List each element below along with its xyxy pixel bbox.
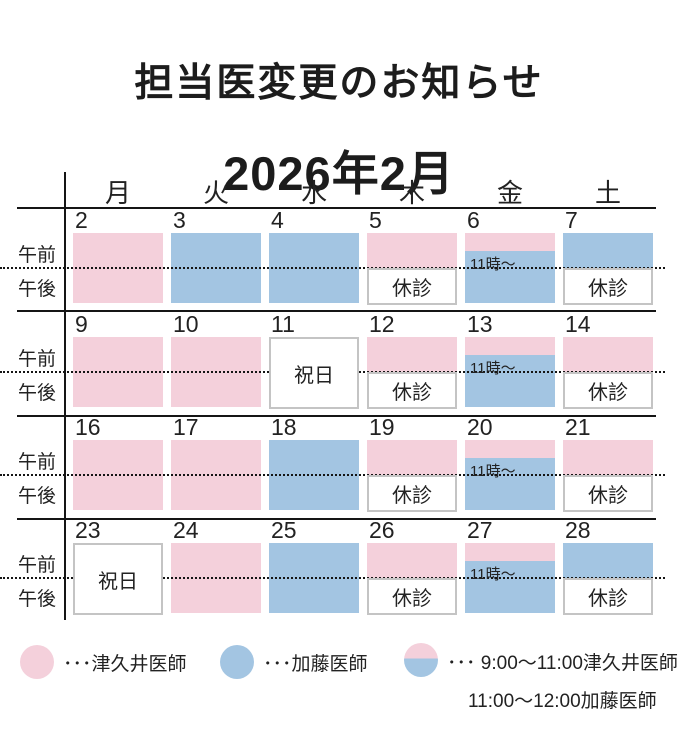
tsukui-color-swatch xyxy=(20,645,54,679)
weekday-header: 火 xyxy=(202,178,229,208)
split-time-label: 11時～ xyxy=(470,360,516,377)
closed-box: 休診 xyxy=(563,475,653,512)
month-title: 2026年2月 xyxy=(223,147,455,200)
morning-block xyxy=(563,440,653,475)
date-number: 3 xyxy=(173,207,186,233)
closed-box: 休診 xyxy=(563,268,653,305)
week-divider-line xyxy=(17,310,656,312)
weekday-header: 木 xyxy=(398,178,425,208)
weekday-header: 土 xyxy=(594,178,621,208)
holiday-box: 祝日 xyxy=(269,337,359,409)
row-label-morning: 午前 xyxy=(17,555,56,576)
date-number: 16 xyxy=(75,414,101,440)
closed-box: 休診 xyxy=(367,268,457,305)
split-color-swatch xyxy=(404,643,438,677)
morning-split-pink-block xyxy=(465,233,555,251)
morning-block xyxy=(367,440,457,475)
row-label-afternoon: 午後 xyxy=(17,279,56,300)
legend-label-tsukui: ･･･津久井医師 xyxy=(63,653,187,675)
split-blue-block xyxy=(465,561,555,613)
closed-box: 休診 xyxy=(367,372,457,409)
weekday-header: 金 xyxy=(496,178,523,208)
row-label-afternoon: 午後 xyxy=(17,589,56,610)
date-number: 20 xyxy=(467,414,493,440)
dotted-separator xyxy=(0,474,665,476)
kato-color-swatch xyxy=(220,645,254,679)
date-number: 6 xyxy=(467,207,480,233)
morning-split-pink-block xyxy=(465,337,555,355)
legend-item-kato: ･･･加藤医師 xyxy=(220,645,368,679)
date-number: 17 xyxy=(173,414,199,440)
split-blue-block xyxy=(465,355,555,407)
row-label-morning: 午前 xyxy=(17,452,56,473)
week-divider-line xyxy=(17,518,656,520)
date-number: 26 xyxy=(369,517,395,543)
split-time-label: 11時～ xyxy=(470,463,516,480)
date-number: 28 xyxy=(565,517,591,543)
date-number: 27 xyxy=(467,517,493,543)
legend-split-line2: 11:00～12:00加藤医師 xyxy=(468,691,657,712)
date-number: 4 xyxy=(271,207,284,233)
split-time-label: 11時～ xyxy=(470,256,516,273)
row-label-morning: 午前 xyxy=(17,245,56,266)
morning-block xyxy=(367,337,457,372)
morning-block xyxy=(563,233,653,268)
closed-box: 休診 xyxy=(367,475,457,512)
date-number: 18 xyxy=(271,414,297,440)
legend-item-tsukui: ･･･津久井医師 xyxy=(20,645,187,679)
date-number: 9 xyxy=(75,311,88,337)
legend-split-line1: ･･･ 9:00～11:00津久井医師 xyxy=(447,653,678,674)
date-number: 7 xyxy=(565,207,578,233)
split-blue-block xyxy=(465,458,555,510)
schedule-calendar: 月火水木金土午前 午後 2 3 4 5 休診 6 11時～ 7 休診 午前 午後 9 10 11 祝日 12 休診 1… xyxy=(0,165,678,635)
date-number: 2 xyxy=(75,207,88,233)
week-divider-line xyxy=(17,207,656,209)
dotted-separator xyxy=(0,577,665,579)
date-number: 21 xyxy=(565,414,591,440)
row-label-afternoon: 午後 xyxy=(17,486,56,507)
date-number: 5 xyxy=(369,207,382,233)
date-number: 11 xyxy=(271,311,295,337)
date-number: 19 xyxy=(369,414,395,440)
date-number: 23 xyxy=(75,517,101,543)
date-number: 24 xyxy=(173,517,199,543)
morning-block xyxy=(367,233,457,268)
morning-block xyxy=(367,543,457,578)
legend-label-kato: ･･･加藤医師 xyxy=(263,653,368,675)
date-number: 12 xyxy=(369,311,395,337)
vertical-axis-line xyxy=(64,172,66,620)
legend-label-split: ･･･ 9:00～11:00津久井医師 11:00～12:00加藤医師 xyxy=(447,643,678,713)
closed-box: 休診 xyxy=(563,372,653,409)
row-label-morning: 午前 xyxy=(17,349,56,370)
date-number: 14 xyxy=(565,311,591,337)
weekday-header: 水 xyxy=(300,178,327,208)
morning-split-pink-block xyxy=(465,440,555,458)
week-divider-line xyxy=(17,415,656,417)
morning-split-pink-block xyxy=(465,543,555,561)
date-number: 10 xyxy=(173,311,199,337)
date-number: 25 xyxy=(271,517,297,543)
split-time-label: 11時～ xyxy=(470,566,516,583)
weekday-header: 月 xyxy=(104,178,131,208)
page-title: 担当医変更のお知らせ xyxy=(134,62,544,106)
morning-block xyxy=(563,337,653,372)
closed-box: 休診 xyxy=(563,578,653,615)
morning-block xyxy=(563,543,653,578)
date-number: 13 xyxy=(467,311,493,337)
legend-item-split: ･･･ 9:00～11:00津久井医師 11:00～12:00加藤医師 xyxy=(404,643,678,713)
split-blue-block xyxy=(465,251,555,303)
row-label-afternoon: 午後 xyxy=(17,383,56,404)
holiday-box: 祝日 xyxy=(73,543,163,615)
closed-box: 休診 xyxy=(367,578,457,615)
dotted-separator xyxy=(0,267,665,269)
